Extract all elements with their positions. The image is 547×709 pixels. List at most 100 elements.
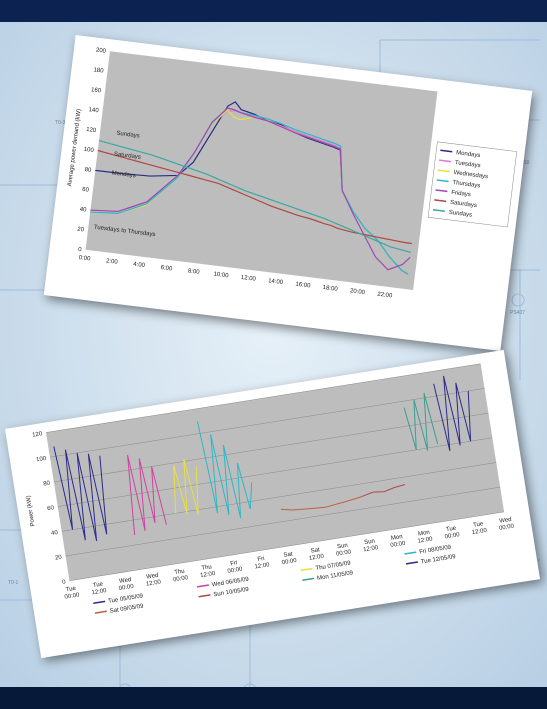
y-tick-label: 120 bbox=[86, 127, 97, 134]
legend-entry: Wed 06/05/09 bbox=[212, 577, 250, 589]
x-tick-label: 4:00 bbox=[133, 262, 146, 269]
annotation: Mondays bbox=[111, 170, 136, 179]
schematic-label: PS407 bbox=[510, 310, 526, 316]
legend-swatch bbox=[440, 149, 453, 153]
x-tick-label: Mon12:00 bbox=[416, 529, 434, 544]
legend-entry: Thursdays bbox=[452, 180, 481, 189]
series-line bbox=[53, 446, 108, 542]
gridline bbox=[61, 462, 497, 532]
legend-entry: Tuesdays bbox=[455, 160, 481, 169]
y-tick-label: 120 bbox=[32, 431, 43, 439]
top-bar bbox=[0, 0, 547, 22]
transformer-symbol bbox=[511, 293, 525, 307]
y-tick-label: 0 bbox=[62, 579, 67, 586]
x-tick-label: Thu00:00 bbox=[172, 568, 190, 583]
legend-swatch bbox=[432, 209, 446, 213]
x-tick-label: Tue00:00 bbox=[63, 585, 81, 600]
x-tick-label: 18:00 bbox=[322, 285, 338, 293]
x-tick-label: Sun12:00 bbox=[362, 538, 380, 553]
legend-box bbox=[427, 141, 518, 228]
y-tick-label: 80 bbox=[84, 167, 92, 174]
x-tick-label: 12:00 bbox=[240, 275, 256, 283]
legend-swatch bbox=[196, 584, 209, 588]
x-tick-label: Wed00:00 bbox=[117, 577, 135, 592]
x-tick-label: Sun00:00 bbox=[335, 542, 353, 557]
weekly-power-chart-card: 0 20 40 60 80 100 120 Tue00:00 Tue12:00 Wed00:00 W… bbox=[4, 349, 541, 659]
legend-entry: Mondays bbox=[456, 150, 481, 159]
y-tick-label: 80 bbox=[43, 480, 51, 487]
legend-entry: Mon 11/05/09 bbox=[317, 570, 354, 582]
y-tick-label: 140 bbox=[88, 107, 99, 114]
weekly-power-chart: 0 20 40 60 80 100 120 Tue00:00 Tue12:00 Wed00:00 W… bbox=[26, 363, 516, 615]
legend-swatch bbox=[435, 189, 448, 193]
bottom-band bbox=[0, 687, 547, 709]
annotation: Saturdays bbox=[114, 152, 142, 161]
y-axis-label: Average power demand (kW) bbox=[67, 109, 82, 187]
x-tick-label: 14:00 bbox=[268, 278, 284, 286]
legend-entry: Sun 10/05/09 bbox=[213, 587, 250, 599]
x-tick-label: Tue12:00 bbox=[90, 581, 108, 596]
daily-profile-chart: 0 20 40 60 80 100 120 140 160 180 200 0:00 2:00 4:00 6… bbox=[67, 48, 518, 300]
x-tick-label: 8:00 bbox=[187, 268, 200, 275]
x-tick-label: Sat12:00 bbox=[307, 547, 325, 562]
y-tick-label: 60 bbox=[47, 505, 55, 512]
x-tick-label: Mon00:00 bbox=[389, 534, 407, 549]
legend-entry: Fridays bbox=[451, 190, 471, 198]
annotation: Sundays bbox=[116, 131, 140, 140]
x-tick-label: Fri12:00 bbox=[253, 555, 271, 570]
y-tick-label: 60 bbox=[82, 187, 90, 194]
y-tick-label: 180 bbox=[93, 67, 104, 74]
legend-entry: Sat 09/05/09 bbox=[109, 603, 144, 614]
legend-swatch bbox=[436, 179, 449, 183]
schematic-label: T0-1 bbox=[8, 580, 19, 586]
gridline bbox=[49, 388, 485, 458]
series-line bbox=[97, 149, 412, 245]
legend-swatch bbox=[198, 594, 211, 598]
series-line bbox=[90, 107, 411, 271]
y-tick-label: 40 bbox=[51, 530, 59, 537]
y-tick-label: 100 bbox=[36, 456, 47, 464]
series-line bbox=[196, 421, 253, 519]
series-line bbox=[98, 139, 411, 253]
gridline bbox=[53, 412, 489, 483]
x-tick-label: 0:00 bbox=[78, 255, 91, 262]
x-tick-label: Wed00:00 bbox=[498, 517, 516, 532]
x-tick-label: 16:00 bbox=[295, 282, 311, 290]
y-tick-label: 100 bbox=[83, 147, 94, 154]
x-tick-label: 22:00 bbox=[377, 292, 393, 300]
daily-profile-chart-card: 0 20 40 60 80 100 120 140 160 180 200 0:00 2:00 4:00 6… bbox=[43, 34, 533, 352]
gridline bbox=[65, 486, 501, 557]
series-line bbox=[173, 458, 199, 515]
schematic-label: T0-3 bbox=[55, 120, 66, 126]
plot-area bbox=[85, 51, 438, 290]
legend-swatch bbox=[405, 561, 418, 565]
legend-swatch bbox=[94, 610, 107, 614]
legend-swatch bbox=[439, 159, 452, 163]
x-tick-label: Fri00:00 bbox=[226, 560, 244, 575]
x-tick-label: 10:00 bbox=[213, 272, 229, 280]
x-tick-label: Tue12:00 bbox=[470, 521, 488, 536]
series-line bbox=[433, 375, 472, 452]
y-tick-label: 160 bbox=[91, 87, 102, 94]
y-tick-label: 20 bbox=[77, 227, 85, 234]
legend-entry: Tue 05/05/09 bbox=[108, 593, 144, 605]
series-line bbox=[280, 495, 363, 511]
legend-swatch bbox=[404, 551, 417, 555]
y-tick-label: 40 bbox=[79, 207, 87, 214]
legend-swatch bbox=[302, 577, 315, 582]
x-tick-label: 20:00 bbox=[350, 288, 366, 296]
x-tick-label: 6:00 bbox=[160, 265, 173, 272]
gridline bbox=[69, 511, 505, 581]
x-tick-label: Thu12:00 bbox=[199, 564, 217, 579]
series-line bbox=[127, 454, 167, 535]
series-line bbox=[362, 484, 406, 497]
legend-entry: Wednesdays bbox=[453, 170, 488, 180]
legend-swatch bbox=[93, 600, 106, 604]
legend-entry: Tue 12/05/09 bbox=[421, 554, 457, 566]
x-tick-label: 2:00 bbox=[106, 258, 119, 265]
gridline bbox=[57, 437, 493, 507]
gridline bbox=[45, 363, 481, 433]
legend-entry: Sundays bbox=[448, 210, 472, 219]
y-tick-label: 200 bbox=[96, 48, 107, 55]
